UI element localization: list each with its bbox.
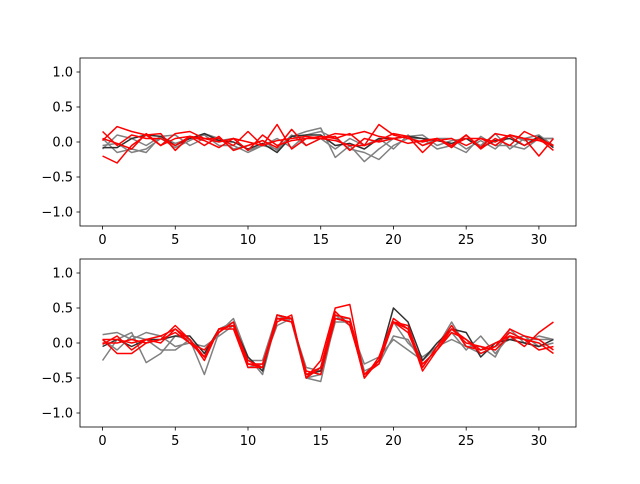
x-tick-label: 5: [171, 434, 179, 449]
x-tick-label: 20: [385, 233, 402, 248]
y-tick-label: 1.0: [52, 267, 73, 282]
y-tick-label: 0.5: [52, 302, 73, 317]
series-line-7: [102, 310, 554, 376]
series-line-2: [102, 317, 554, 383]
series-line-8: [102, 128, 554, 152]
y-tick-label: −1.0: [41, 206, 73, 221]
series-line-5: [102, 303, 554, 379]
series-line-1: [102, 127, 554, 163]
y-tick-label: −0.5: [41, 372, 73, 387]
series-line-8: [102, 317, 554, 379]
bottom-line-chart: 0 5 10 15 20 25 30 1.0 0.5 0.0 −0.5 −1.0: [41, 258, 577, 449]
top-line-chart: 0 5 10 15 20 25 30 1.0 0.5 0.0 −0.5 −1.0: [41, 57, 577, 248]
y-tick-label: −1.0: [41, 407, 73, 422]
y-tick-label: 0.0: [52, 136, 73, 151]
y-tick-label: −0.5: [41, 171, 73, 186]
series-line-5: [102, 130, 554, 154]
series-line-3: [102, 134, 554, 154]
y-tick-label: 0.0: [52, 337, 73, 352]
y-tick-label: 0.5: [52, 101, 73, 116]
x-tick-label: 10: [240, 233, 257, 248]
series-line-7: [102, 125, 554, 152]
x-tick-label: 25: [458, 434, 475, 449]
x-tick-label: 0: [98, 233, 106, 248]
x-tick-label: 30: [531, 233, 548, 248]
x-tick-label: 30: [531, 434, 548, 449]
x-tick-label: 0: [98, 434, 106, 449]
x-tick-label: 15: [312, 434, 329, 449]
x-tick-label: 10: [240, 434, 257, 449]
x-tick-label: 25: [458, 233, 475, 248]
x-tick-label: 5: [171, 233, 179, 248]
x-tick-label: 15: [312, 233, 329, 248]
y-tick-label: 1.0: [52, 66, 73, 81]
x-tick-label: 20: [385, 434, 402, 449]
